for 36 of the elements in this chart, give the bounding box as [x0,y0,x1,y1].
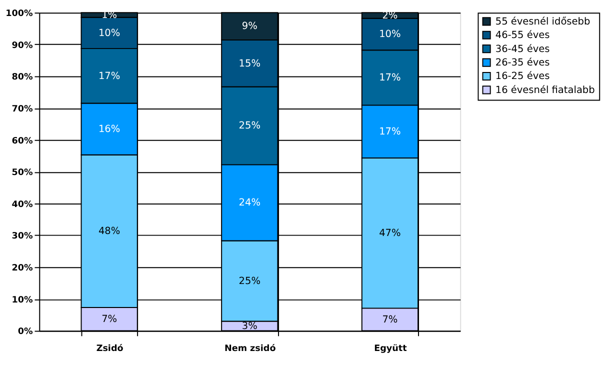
y-tick-label: 80% [12,72,33,83]
data-label: 10% [379,29,401,40]
data-label: 17% [379,126,401,138]
data-label: 17% [98,70,120,82]
y-tick-label: 10% [12,295,33,306]
y-tick-label: 70% [12,104,33,114]
y-tick-label: 50% [12,168,33,178]
legend-label: 16 évesnél fiatalabb [495,84,595,96]
data-label: 17% [379,72,401,84]
y-tick-label: 90% [12,40,33,51]
data-label: 7% [102,314,118,326]
data-label: 25% [238,120,260,132]
y-tick-label: 40% [12,200,33,210]
y-tick-label: 100% [6,9,33,20]
data-label: 10% [98,28,120,39]
legend-label: 16-25 éves [495,71,550,82]
y-tick-label: 30% [12,232,33,242]
y-tick-label: 60% [12,136,33,146]
legend-label: 46-55 éves [495,30,550,42]
data-label: 9% [242,21,258,32]
y-tick-label: 20% [12,264,33,274]
y-tick-label: 0% [18,327,33,338]
data-label: 7% [382,314,398,326]
legend-label: 36-45 éves [495,44,550,55]
data-label: 15% [238,58,260,70]
data-label: 48% [98,226,120,238]
x-tick-label: Zsidó [96,342,124,354]
x-tick-label: Nem zsidó [224,342,276,354]
data-label: 25% [238,276,260,287]
data-label: 47% [379,228,401,240]
data-label: 24% [238,198,260,209]
data-label: 3% [242,320,258,332]
x-tick-label: Együtt [374,344,407,354]
legend-label: 55 évesnél idősebb [495,16,590,28]
legend-label: 26-35 éves [495,57,550,68]
data-label: 16% [98,124,120,135]
